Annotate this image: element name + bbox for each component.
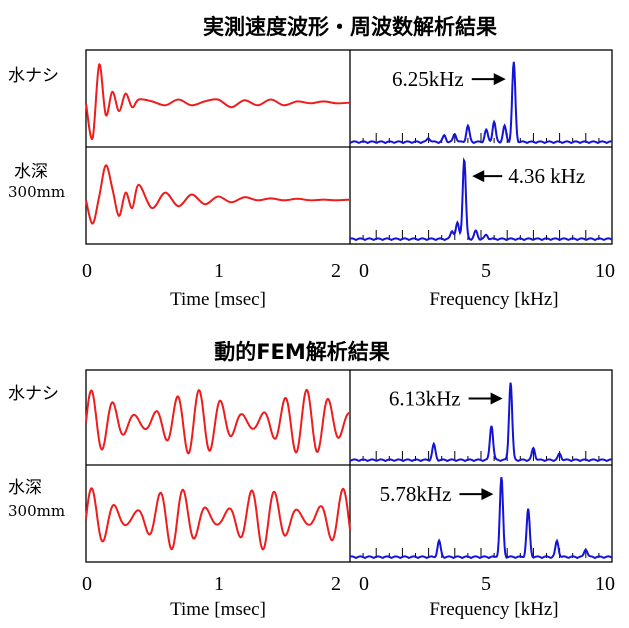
- fem-freq-tick-1: 5: [481, 573, 491, 595]
- peak-annotation-0-1: 4.36 kHz: [508, 164, 585, 188]
- measured-row1-label: 水ナシ: [8, 66, 59, 86]
- fem-freq-tick-0: 0: [359, 573, 369, 595]
- fem-time-tick-2: 2: [331, 573, 341, 595]
- annotation-arrow-head: [472, 170, 485, 183]
- spectrum-0-1: [349, 157, 613, 242]
- annotation-arrow-head: [481, 488, 494, 501]
- peak-annotation-1-0: 6.13kHz: [389, 387, 461, 411]
- waveform-0-0: [85, 63, 351, 140]
- measured-time-tick-0: 0: [82, 260, 92, 282]
- measured-time-axis-label: Time [msec]: [170, 289, 266, 310]
- fem-plot-area: 6.13kHz 5.78kHz: [85, 369, 613, 563]
- spectrum-1-1: [349, 477, 613, 560]
- measured-title: 実測速度波形・周波数解析結果: [203, 15, 497, 39]
- peak-annotation-0-0: 6.25kHz: [392, 67, 464, 91]
- measured-freq-axis-label: Frequency [kHz]: [429, 289, 558, 310]
- waveform-1-1: [85, 487, 351, 551]
- annotation-arrow-head: [490, 392, 503, 405]
- fem-row2-sublabel: 300mm: [8, 502, 65, 520]
- annotation-arrow-head: [493, 73, 506, 86]
- fem-freq-axis-label: Frequency [kHz]: [429, 599, 558, 620]
- waveform-0-1: [85, 164, 351, 225]
- fem-time-axis-label: Time [msec]: [170, 599, 266, 620]
- measured-row2-label: 水深: [14, 162, 48, 182]
- fem-row2-label: 水深: [8, 478, 42, 498]
- panel-frame-1: [85, 369, 613, 563]
- fem-time-tick-0: 0: [82, 573, 92, 595]
- fem-freq-tick-2: 10: [595, 573, 615, 595]
- measured-freq-tick-1: 5: [481, 260, 491, 282]
- measured-freq-tick-2: 10: [595, 260, 615, 282]
- fem-row1-label: 水ナシ: [8, 384, 59, 404]
- measured-section: 実測速度波形・周波数解析結果 水ナシ 水深 300mm 6.25kHz 4.36 …: [8, 15, 615, 310]
- peak-annotation-1-1: 5.78kHz: [380, 482, 452, 506]
- measured-freq-tick-0: 0: [359, 260, 369, 282]
- measured-time-tick-2: 2: [331, 260, 341, 282]
- fem-time-tick-1: 1: [214, 573, 224, 595]
- waveform-1-0: [85, 388, 351, 455]
- measured-row2-sublabel: 300mm: [8, 183, 65, 201]
- measured-time-tick-1: 1: [214, 260, 224, 282]
- measured-plot-area: 6.25kHz 4.36 kHz: [85, 49, 613, 245]
- spectrum-1-0: [349, 382, 613, 463]
- fem-title: 動的FEM解析結果: [214, 340, 390, 364]
- spectrum-0-0: [349, 61, 613, 145]
